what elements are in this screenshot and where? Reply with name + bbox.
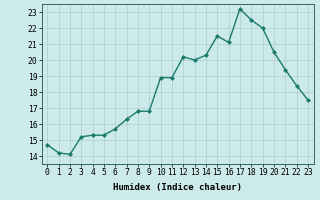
X-axis label: Humidex (Indice chaleur): Humidex (Indice chaleur) [113, 183, 242, 192]
